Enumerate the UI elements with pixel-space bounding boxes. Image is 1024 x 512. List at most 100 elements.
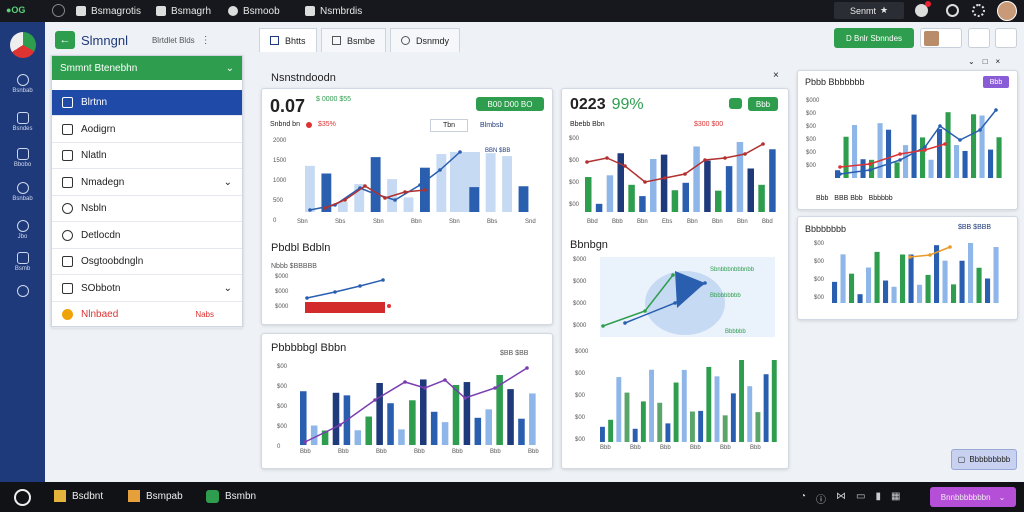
chart-bar <box>747 168 754 212</box>
help-icon[interactable] <box>946 4 959 17</box>
calendar-icon[interactable]: ▦ <box>891 491 901 502</box>
sidebar-item-9[interactable]: Nlnbaed Nabs <box>52 302 242 328</box>
rail-item-4[interactable]: Bsnbab <box>0 182 45 202</box>
sidebar-item-6[interactable]: Detlocdn <box>52 223 242 249</box>
chart-bar <box>843 136 849 178</box>
chat-icon: ▢ <box>957 455 966 464</box>
legend-value: $300 $00 <box>694 121 724 128</box>
bag-icon <box>62 123 73 135</box>
grid-view-icon[interactable] <box>995 28 1017 48</box>
chart-bar <box>996 137 1002 178</box>
sidebar-item-3[interactable]: Nlatln <box>52 143 242 169</box>
x-tick-label: Bbb <box>600 445 611 451</box>
y-tick-label: $00 <box>575 371 586 377</box>
tab-indicator-icon <box>52 4 65 17</box>
notification-icon[interactable] <box>915 1 931 17</box>
user-chip[interactable] <box>920 28 962 48</box>
filter-pill[interactable]: Tbn <box>430 119 468 132</box>
rail-item-1[interactable]: Bsnbab <box>0 74 45 94</box>
sidebar-item-label: Blrtnn <box>81 97 108 108</box>
tab-label: Nsmbrdis <box>320 5 363 17</box>
workspace-logo[interactable] <box>10 32 36 58</box>
grid-icon <box>62 176 73 188</box>
rail-item-5[interactable]: Jbo <box>0 220 45 240</box>
network-icon[interactable]: ◔ <box>800 491 807 502</box>
rail-item-7[interactable] <box>0 285 45 299</box>
taskbar-item-1[interactable]: Bsdbnt <box>54 490 103 502</box>
close-icon[interactable]: × <box>773 70 779 81</box>
taskbar-item-2[interactable]: Bsmpab <box>128 490 183 502</box>
chevron-down-icon[interactable]: ⌄ <box>968 57 975 66</box>
browser-tab-4[interactable]: Nsmbrdis <box>305 3 362 19</box>
x-tick-label: Bbd <box>762 219 773 225</box>
battery-icon[interactable]: ▮ <box>875 491 882 502</box>
square-icon <box>62 97 73 108</box>
sidebar-selected-header[interactable]: Smmnt Btenebhn ⌄ <box>52 56 242 80</box>
tab-second[interactable]: Bsmbe <box>321 28 387 52</box>
panel-badge: $BB $BB <box>500 350 529 357</box>
taskbar-cta-button[interactable]: Bnnbbbbbbbn ⌄ <box>930 487 1016 507</box>
browser-tab-1[interactable]: Bsmagrotis <box>76 3 141 19</box>
sidebar-item-7[interactable]: Osgtoobdngln <box>52 249 242 275</box>
chart-bar <box>928 159 934 178</box>
x-tick-label: Snd <box>525 219 536 225</box>
chart-bar <box>988 149 994 178</box>
sidebar-item-4[interactable]: Nmadegn ⌄ <box>52 170 242 196</box>
sidebar-item-8[interactable]: SObbotn ⌄ <box>52 276 242 302</box>
tab-label: Bsmagrh <box>171 5 212 17</box>
x-tick-label: Ebs <box>662 219 672 225</box>
share-icon[interactable]: ⋈ <box>836 491 847 502</box>
y-tick-label: 0 <box>273 218 277 224</box>
browser-tab-3[interactable]: Bsmoob <box>228 3 280 19</box>
tab-third[interactable]: Dsnmdy <box>390 28 461 52</box>
floating-action-button[interactable]: ▢ Bbbbbbbbb <box>951 449 1017 470</box>
chart-bar <box>671 190 679 212</box>
chevron-down-icon: ⌄ <box>223 282 232 294</box>
chart-bar <box>911 114 917 178</box>
sidebar-item-5[interactable]: Nsbln <box>52 196 242 222</box>
y-tick-label: $00 <box>806 163 817 169</box>
panel-title: Pbbbbbgl Bbbn <box>271 342 347 354</box>
expand-icon[interactable]: □ <box>982 57 988 66</box>
browser-tab-2[interactable]: Bsmagrh <box>156 3 211 19</box>
display-icon[interactable]: ▭ <box>856 491 866 502</box>
chart-point <box>948 245 952 249</box>
legend-label: Snbnd bn <box>270 121 300 128</box>
chart-bar <box>758 184 765 212</box>
grid-icon <box>16 148 29 160</box>
chart-point <box>403 190 407 194</box>
chart-bar <box>979 115 985 178</box>
user-avatar[interactable] <box>997 1 1017 21</box>
top-right-tab[interactable]: Senmt ★ <box>834 2 904 19</box>
tab-overview[interactable]: Bhtts <box>259 28 317 52</box>
document-icon <box>16 112 29 124</box>
chart-bar <box>920 137 926 178</box>
chart-bar <box>739 360 744 442</box>
start-icon[interactable] <box>14 489 31 506</box>
sidebar-item-label: Nlatln <box>81 150 107 161</box>
sidebar-item-2[interactable]: Aodigrn <box>52 117 242 143</box>
panel-action-button[interactable]: Bbb <box>748 97 778 111</box>
app-icon <box>206 490 219 503</box>
app-logo: ●OG <box>6 5 26 15</box>
calendar-icon[interactable] <box>968 28 990 48</box>
more-icon[interactable]: ⋮ <box>200 34 211 46</box>
taskbar-item-3[interactable]: Bsmbn <box>206 490 256 503</box>
rail-item-6[interactable]: Bsmb <box>0 252 45 272</box>
sidebar-item-label: Nmadegn <box>81 176 125 188</box>
chart-point <box>387 304 391 308</box>
chart-bar <box>398 429 405 445</box>
info-icon[interactable]: ⓘ <box>816 495 827 506</box>
back-button[interactable]: ← <box>55 31 75 49</box>
close-icon[interactable]: × <box>995 57 1001 66</box>
panel-action-button[interactable]: B00 D00 BO <box>476 97 544 111</box>
rail-item-2[interactable]: Bsndes <box>0 112 45 132</box>
chart-bar <box>985 278 991 303</box>
header-action-button[interactable]: D Bnlr Sbnndes <box>834 28 914 48</box>
chart-line <box>306 279 384 299</box>
rail-item-3[interactable]: Bbobo <box>0 148 45 168</box>
y-tick-label: 500 <box>273 198 284 204</box>
toggle-icon[interactable] <box>729 98 742 109</box>
sidebar-item-1[interactable]: Blrtnn <box>52 90 242 116</box>
settings-icon[interactable] <box>972 4 985 17</box>
